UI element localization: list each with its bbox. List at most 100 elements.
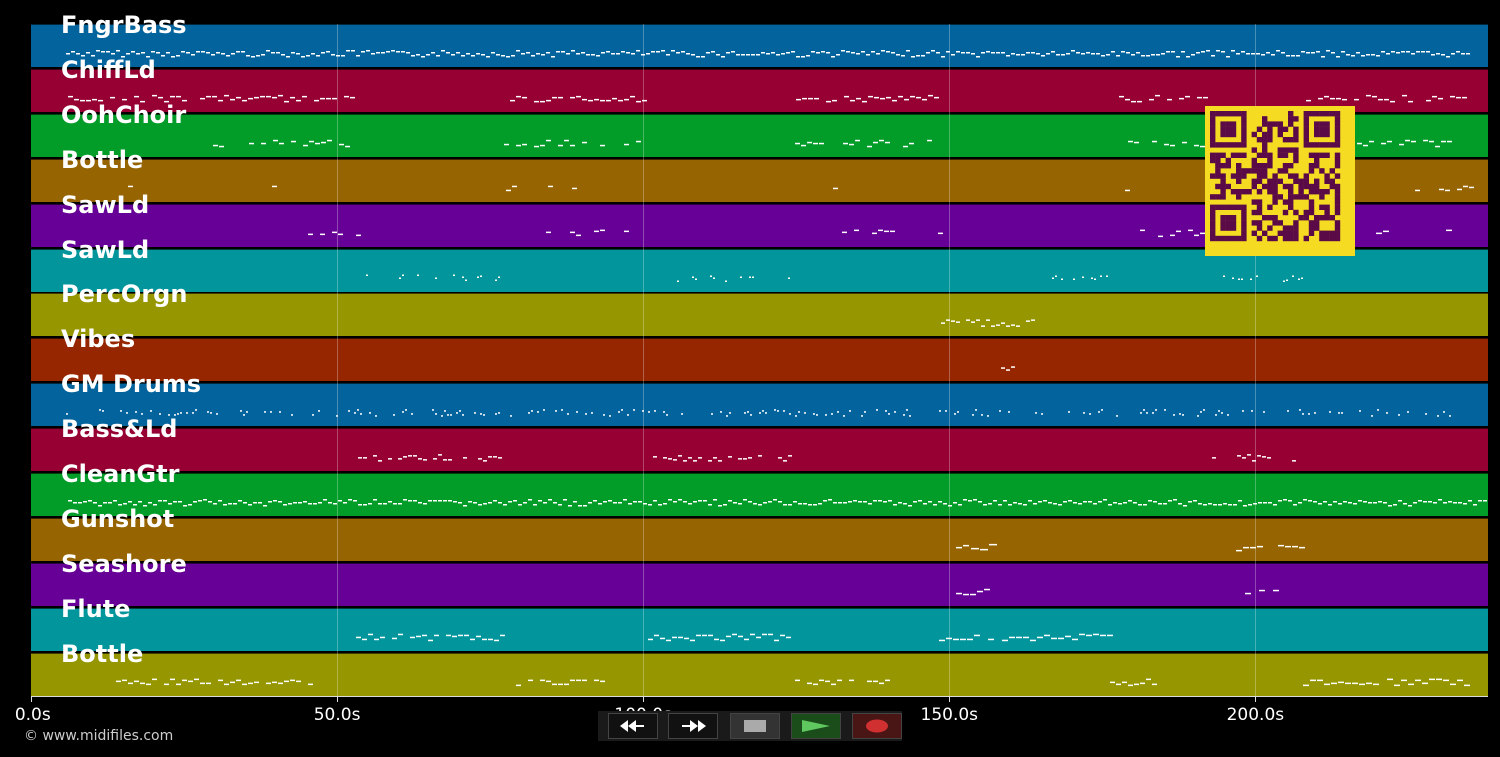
note-mark [223,504,227,506]
fast-forward-button[interactable] [668,713,718,739]
track-lane[interactable]: ChiffLd [31,56,1488,112]
qr-module [1293,126,1299,132]
note-mark [984,588,990,591]
note-mark [1373,502,1377,504]
note-mark [540,100,545,103]
track-lane[interactable]: CleanGtr [31,460,1488,516]
note-mark [1164,409,1166,411]
qr-module [1236,163,1242,169]
qr-module [1220,131,1226,138]
qr-module [1230,126,1237,132]
note-mark [603,414,605,416]
play-button[interactable] [791,713,841,739]
note-mark [1256,53,1260,55]
note-mark [1176,56,1180,58]
qr-module [1334,173,1341,179]
qr-module [1230,131,1237,138]
note-mark [493,456,497,458]
qr-module [1308,142,1315,148]
note-mark [523,502,527,504]
qr-module [1272,189,1278,195]
note-mark [312,414,314,416]
qr-module [1210,152,1216,158]
note-mark [436,55,440,57]
note-mark [993,500,997,502]
play-icon [802,720,830,732]
note-mark [113,500,117,502]
note-mark [1122,681,1127,684]
note-mark [776,54,780,56]
note-mark [923,503,927,505]
note-mark [871,51,875,53]
note-mark [116,50,120,52]
qr-module [1319,194,1325,200]
note-mark [546,99,551,102]
track-lane[interactable]: Vibes [31,325,1488,382]
qr-module [1314,178,1320,184]
track-lane[interactable]: Seashore [31,550,1488,606]
note-mark [531,410,533,412]
note-mark [922,98,927,101]
note-mark [570,679,575,682]
note-mark [1438,97,1443,100]
track-lane[interactable]: Gunshot [31,505,1488,561]
note-mark [266,95,271,98]
track-lane[interactable]: GM Drums [31,370,1488,427]
note-mark [1381,51,1385,53]
note-mark [1116,683,1121,686]
track-lane[interactable]: PercOrgn [31,280,1488,337]
qr-module [1256,204,1263,210]
note-mark [366,274,368,276]
track-lane[interactable]: Flute [31,595,1488,651]
track-lane[interactable]: Bass&Ld [31,415,1488,472]
track-name: OohChoir [61,100,187,129]
note-mark [661,50,665,52]
qr-module [1319,142,1325,148]
note-mark [538,500,542,502]
note-mark [796,56,800,58]
note-mark [1170,234,1175,237]
note-mark [692,276,694,278]
note-mark [1421,51,1425,53]
note-mark [1363,144,1368,147]
qr-module [1282,183,1289,190]
note-mark [1006,55,1010,57]
note-mark [192,412,194,414]
note-mark [813,413,815,415]
qr-module [1319,204,1325,210]
note-mark [512,185,517,188]
qr-module [1314,225,1320,231]
note-mark [296,53,300,55]
note-mark [762,633,767,636]
qr-module [1282,168,1289,174]
track-timeline[interactable]: FngrBass ChiffLd OohChoir Bottle SawLd SawLd P… [31,11,1488,696]
note-mark [968,500,972,502]
note-mark [976,56,980,58]
qr-module [1215,168,1221,174]
track-lane[interactable]: Bottle [31,640,1488,696]
note-mark [756,636,761,639]
note-mark [151,51,155,53]
qr-module [1324,189,1330,195]
note-mark [1431,54,1435,56]
note-mark [903,145,908,148]
qr-module [1288,111,1294,117]
stop-button[interactable] [730,713,780,739]
qr-module [1251,131,1257,138]
note-mark [991,52,995,54]
note-mark [176,95,181,98]
note-mark [701,56,705,58]
record-button[interactable] [852,713,902,739]
note-mark [698,500,702,502]
note-mark [180,412,182,414]
note-mark [236,679,241,682]
qr-code-icon[interactable] [1205,106,1355,256]
qr-module [1277,178,1283,184]
qr-module [1308,152,1315,158]
note-mark [206,95,211,98]
note-mark [556,51,560,53]
track-lane[interactable]: FngrBass [31,11,1488,67]
rewind-button[interactable] [608,713,658,739]
note-mark [671,50,675,52]
note-mark [1303,499,1307,501]
